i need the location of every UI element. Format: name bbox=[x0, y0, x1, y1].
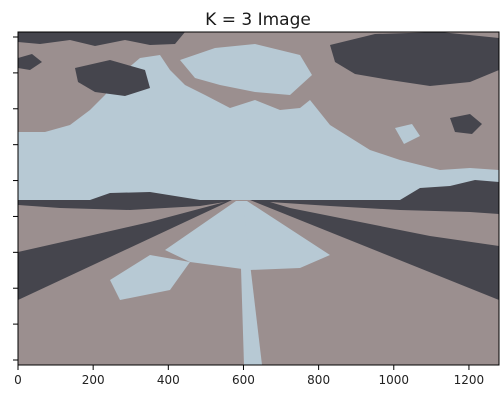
x-tick-label: 400 bbox=[157, 373, 180, 387]
field-left bbox=[18, 202, 225, 252]
x-tick-label: 200 bbox=[82, 373, 105, 387]
sky-gap bbox=[115, 95, 150, 118]
road-center-line bbox=[239, 204, 262, 365]
tree-line bbox=[400, 180, 499, 205]
road-light bbox=[110, 255, 190, 300]
chart-title: K = 3 Image bbox=[205, 10, 311, 30]
road-light bbox=[165, 201, 330, 270]
x-tick-label: 1000 bbox=[379, 373, 410, 387]
x-tick-label: 600 bbox=[232, 373, 255, 387]
y-axis-ticks bbox=[13, 36, 18, 361]
sky-gap bbox=[180, 44, 312, 95]
tree-line bbox=[90, 192, 200, 200]
dark-cloud bbox=[18, 54, 42, 70]
dark-cloud bbox=[330, 32, 499, 86]
dark-cloud bbox=[450, 114, 482, 134]
dark-cloud bbox=[75, 60, 150, 96]
dark-cloud bbox=[18, 32, 185, 46]
quantized-image bbox=[18, 32, 499, 365]
sky-gap bbox=[395, 124, 420, 144]
axes-frame bbox=[17, 31, 500, 366]
road-surface bbox=[18, 200, 499, 365]
x-tick-label: 800 bbox=[307, 373, 330, 387]
x-tick-label: 1200 bbox=[454, 373, 485, 387]
x-tick-label: 0 bbox=[14, 373, 22, 387]
x-axis: 0 200 400 600 800 1000 1200 bbox=[14, 365, 484, 387]
field-right bbox=[270, 202, 499, 246]
